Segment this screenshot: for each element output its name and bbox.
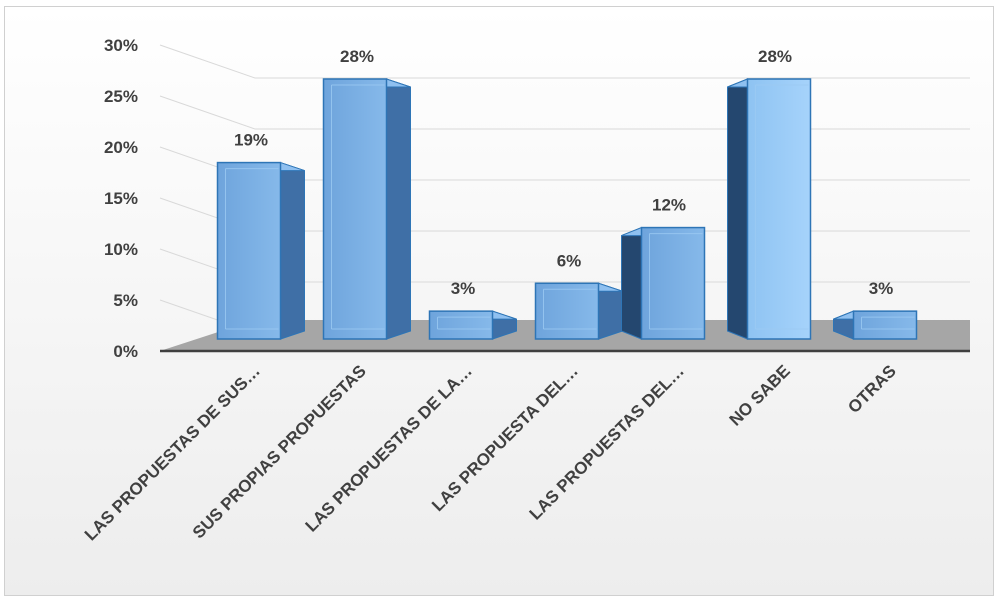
gridline [159, 44, 970, 79]
data-label: 28% [758, 47, 792, 66]
data-label: 19% [234, 131, 268, 150]
bar-side [621, 226, 642, 340]
y-tick-label: 10% [104, 240, 138, 259]
y-tick-label: 20% [104, 138, 138, 157]
bar [534, 282, 600, 340]
data-label: 3% [451, 279, 476, 298]
y-tick-label: 0% [113, 342, 138, 361]
data-label: 3% [869, 279, 894, 298]
bar [746, 78, 812, 340]
y-tick-label: 5% [113, 291, 138, 310]
bar [216, 161, 282, 340]
bar [428, 310, 494, 340]
bar-side [386, 78, 411, 340]
bar [322, 78, 388, 340]
y-tick-label: 15% [104, 189, 138, 208]
bar-side [727, 78, 748, 340]
data-label: 28% [340, 47, 374, 66]
bar-side [280, 161, 305, 340]
y-tick-label: 25% [104, 87, 138, 106]
data-label: 6% [557, 251, 582, 270]
bar [640, 226, 706, 340]
data-label: 12% [652, 196, 686, 215]
bar [852, 310, 918, 340]
chart-frame [4, 6, 994, 596]
y-tick-label: 30% [104, 36, 138, 55]
chart-background [5, 7, 993, 595]
